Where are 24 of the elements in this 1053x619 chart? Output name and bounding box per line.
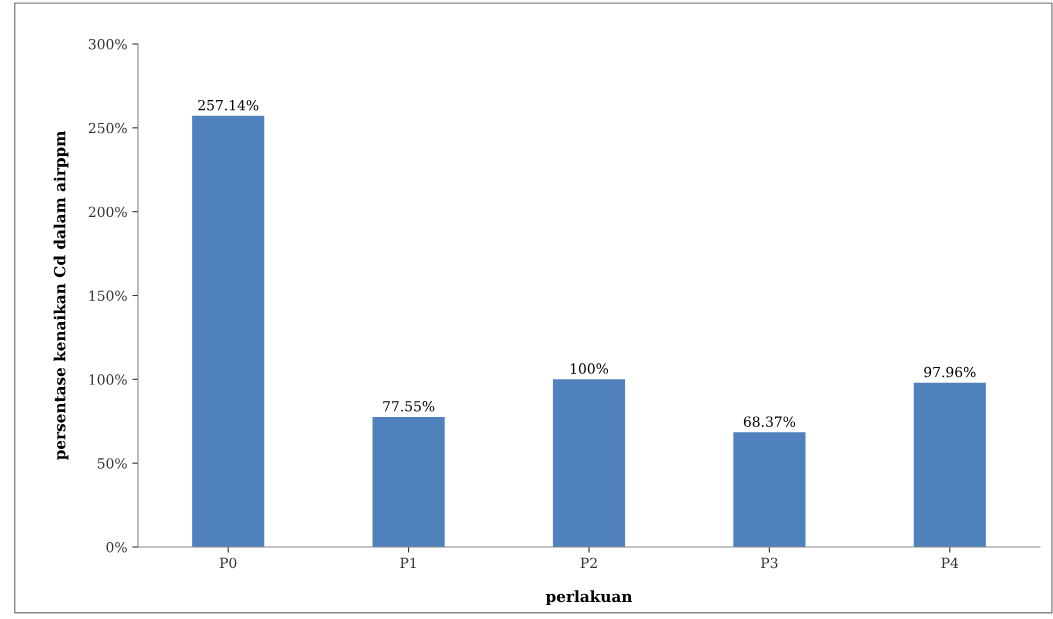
data-label: 97.96% — [924, 366, 976, 378]
data-label: 257.14% — [198, 99, 259, 111]
x-tick-label: P1 — [400, 557, 416, 568]
y-tick-label: 300% — [88, 38, 127, 50]
bar — [552, 379, 626, 547]
x-tick-label: P3 — [761, 557, 778, 569]
y-tick-label: 50% — [97, 458, 127, 469]
bar — [372, 416, 445, 547]
y-tick-label: 150% — [89, 290, 127, 301]
y-tick-label: 200% — [88, 206, 127, 218]
bar — [192, 115, 265, 547]
y-tick-label: 100% — [89, 374, 127, 385]
x-axis-title: perlakuan — [545, 590, 633, 606]
y-tick-label: 250% — [88, 122, 127, 134]
bar — [913, 382, 986, 547]
bar — [733, 432, 806, 547]
data-label: 68.37% — [743, 416, 796, 427]
x-tick-label: P4 — [941, 557, 959, 568]
x-tick-label: P0 — [219, 557, 237, 569]
x-tick-label: P2 — [580, 557, 597, 568]
y-tick-label: 0% — [106, 541, 127, 553]
data-label: 77.55% — [383, 401, 435, 412]
y-axis-title: persentase kenaikan Cd dalam airppm — [53, 130, 69, 461]
data-label: 100% — [570, 363, 609, 374]
